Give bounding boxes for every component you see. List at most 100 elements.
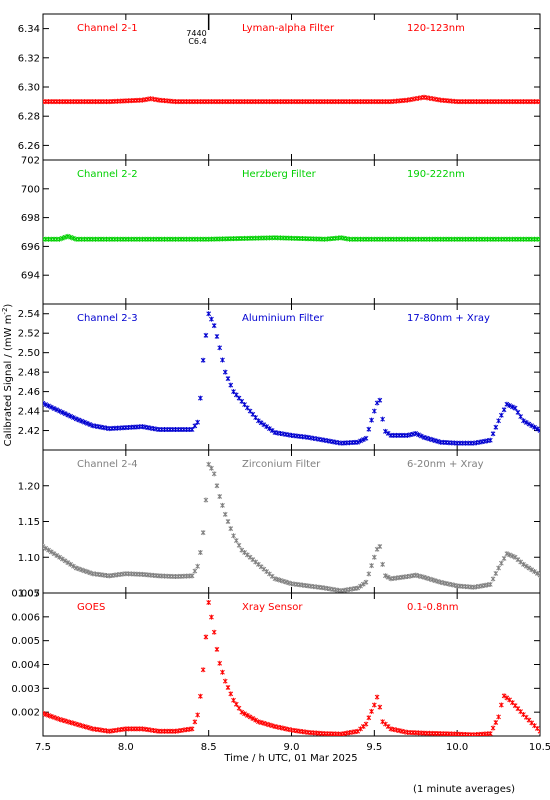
data-point [87, 422, 93, 428]
data-point [68, 234, 73, 240]
data-point [435, 438, 441, 444]
data-point [59, 409, 65, 415]
data-point [366, 571, 372, 577]
data-point [487, 581, 493, 587]
y-tick-label: 0.006 [11, 612, 40, 623]
data-point [46, 712, 51, 718]
data-point [432, 578, 438, 584]
data-point [283, 579, 289, 585]
panel-frame-1 [42, 159, 541, 305]
series-points-0 [43, 94, 540, 105]
data-point [534, 426, 540, 432]
data-point [225, 519, 231, 524]
data-point [512, 405, 518, 411]
data-point [501, 407, 507, 413]
data-point [242, 549, 247, 555]
data-point [261, 566, 267, 572]
data-point [432, 438, 438, 444]
data-point [206, 600, 212, 606]
data-point [487, 437, 493, 443]
data-point [244, 712, 250, 718]
data-point [242, 711, 247, 717]
panel-frame-4 [42, 592, 541, 737]
data-point [239, 709, 245, 715]
data-point [57, 236, 62, 242]
data-point [518, 559, 524, 565]
data-point [239, 547, 245, 553]
data-point [507, 552, 512, 558]
data-point [68, 413, 73, 419]
data-point [515, 409, 521, 415]
y-tick-label: 694 [21, 271, 40, 282]
data-point [214, 646, 220, 652]
data-point [206, 461, 212, 467]
data-point [189, 726, 195, 732]
y-tick-label: 0.002 [11, 708, 40, 719]
data-point [518, 414, 524, 420]
data-point [493, 719, 499, 725]
data-point [214, 333, 220, 339]
panel-filter-label: Herzberg Filter [242, 169, 317, 180]
y-tick-label: 1.05 [18, 589, 40, 600]
data-point [236, 705, 242, 711]
data-point [43, 544, 46, 550]
y-tick-label: 2.50 [18, 348, 40, 359]
y-axis-title-close: ) [3, 304, 14, 308]
y-tick-label: 2.42 [18, 426, 40, 437]
data-point [371, 554, 377, 560]
data-point [65, 233, 71, 239]
data-point [507, 403, 512, 409]
data-point [228, 382, 234, 388]
panel-channel-label: Channel 2-4 [77, 459, 138, 470]
y-tick-label: 1.15 [18, 517, 40, 528]
y-axis-title-superscript: -2 [1, 308, 9, 315]
y-tick-label: 0.003 [11, 684, 40, 695]
data-point [217, 493, 223, 499]
data-point [360, 723, 366, 729]
y-tick-label: 2.48 [18, 368, 40, 379]
data-point [278, 577, 283, 583]
data-point [369, 417, 374, 423]
data-point [380, 416, 385, 422]
data-point [200, 667, 206, 673]
panel-band-label: 120-123nm [407, 23, 465, 34]
y-tick-label: 6.26 [18, 141, 40, 152]
data-point [220, 669, 225, 675]
panel-frame-0 [42, 13, 541, 161]
data-point [413, 430, 419, 436]
data-point [233, 538, 239, 544]
x-axis-title: Time / h UTC, 01 Mar 2025 [223, 753, 357, 764]
data-point [203, 332, 209, 338]
data-point [217, 345, 223, 351]
data-point [383, 721, 388, 727]
data-point [198, 395, 203, 401]
data-point [225, 685, 231, 691]
data-point [421, 574, 427, 580]
data-point [501, 555, 507, 561]
data-point [369, 563, 374, 569]
data-point [68, 561, 73, 567]
data-point [71, 415, 76, 421]
data-point [363, 435, 369, 441]
event-marker-label-top: 7440 [186, 29, 206, 38]
data-point [195, 563, 200, 569]
data-point [510, 553, 515, 559]
data-point [51, 551, 57, 557]
series-points-1 [43, 233, 540, 242]
data-point [46, 403, 51, 409]
data-point [59, 235, 65, 241]
data-point [416, 432, 421, 438]
data-point [46, 547, 51, 553]
data-point [537, 236, 540, 242]
data-point [189, 573, 195, 579]
data-point [377, 704, 383, 710]
data-point [189, 427, 195, 433]
data-point [214, 483, 220, 489]
data-point [256, 561, 261, 567]
data-point [200, 530, 206, 536]
data-point [258, 420, 264, 426]
data-point [272, 576, 278, 582]
data-point [48, 404, 54, 410]
data-point [71, 235, 76, 241]
